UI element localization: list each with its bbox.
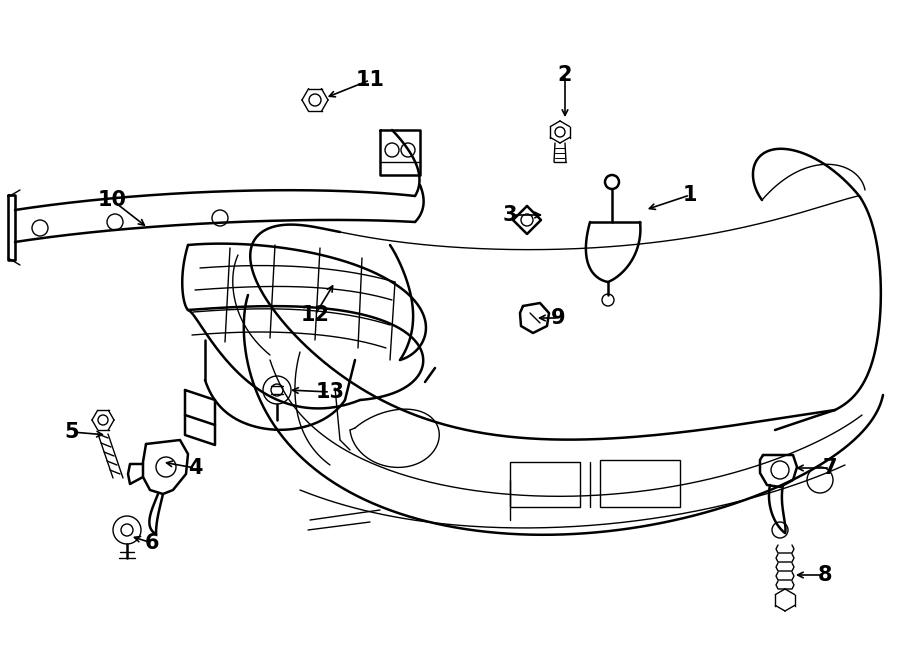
Text: 2: 2 — [558, 65, 572, 85]
Text: 10: 10 — [97, 190, 127, 210]
Text: 8: 8 — [818, 565, 832, 585]
Text: 4: 4 — [188, 458, 202, 478]
Text: 6: 6 — [145, 533, 159, 553]
Text: 1: 1 — [683, 185, 698, 205]
Text: 3: 3 — [503, 205, 517, 225]
Text: 9: 9 — [551, 308, 565, 328]
Text: 13: 13 — [316, 382, 345, 402]
Text: 7: 7 — [823, 458, 837, 478]
Text: 12: 12 — [301, 305, 329, 325]
Bar — [8, 195, 15, 260]
Bar — [600, 460, 680, 507]
Bar — [510, 462, 580, 507]
Text: 5: 5 — [65, 422, 79, 442]
Text: 11: 11 — [356, 70, 384, 90]
